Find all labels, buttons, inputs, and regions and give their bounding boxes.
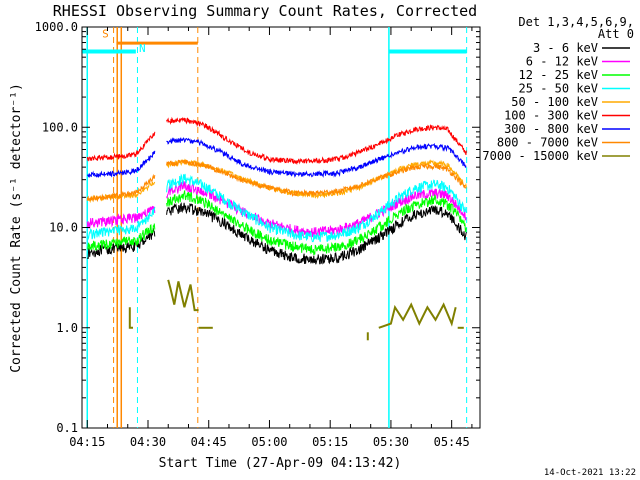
x-tick-label: 05:15 <box>312 435 348 449</box>
series-line-12-25-kev <box>166 190 467 256</box>
series-line-100-300-kev <box>166 116 467 166</box>
legend-label: 800 - 7000 keV <box>497 136 598 150</box>
y-tick-label: 0.1 <box>56 421 78 435</box>
x-tick-label: 04:30 <box>130 435 166 449</box>
series-line-3-6-kev <box>166 202 467 265</box>
legend-label: 100 - 300 keV <box>504 109 598 123</box>
series-segment-7000-15000-kev <box>378 302 457 329</box>
annotation-layer: SN <box>82 27 467 55</box>
series-line-3-6-kev <box>86 228 156 260</box>
series-line-25-50-kev <box>166 173 467 243</box>
legend-title-line-1: Det 1,3,4,5,6,9, <box>518 15 634 29</box>
series-layer <box>86 116 467 341</box>
series-line-800-7000-kev <box>166 159 467 198</box>
series-line-6-12-kev <box>166 181 467 238</box>
series-line-300-800-kev <box>86 150 156 179</box>
legend-title-line-2: Att 0 <box>598 27 634 41</box>
series-segment-7000-15000-kev <box>128 307 133 329</box>
x-tick-label: 05:45 <box>434 435 470 449</box>
y-tick-label: 1000.0 <box>35 20 78 34</box>
series-segment-7000-15000-kev <box>167 279 199 312</box>
y-tick-label: 1.0 <box>56 321 78 335</box>
x-tick-label: 05:00 <box>251 435 287 449</box>
series-line-25-50-kev <box>86 206 156 241</box>
series-line-12-25-kev <box>87 223 156 251</box>
x-axis-label: Start Time (27-Apr-09 04:13:42) <box>159 456 402 471</box>
y-axis: 0.1 1.0 10.0 100.0 1000.0 <box>35 20 480 435</box>
legend-label: 300 - 800 keV <box>504 122 598 136</box>
chart-title: RHESSI Observing Summary Count Rates, Co… <box>53 2 477 20</box>
annotation-letter: S <box>102 27 109 40</box>
y-tick-label: 100.0 <box>42 120 78 134</box>
legend-label: 25 - 50 keV <box>519 82 598 96</box>
x-tick-label: 04:15 <box>69 435 105 449</box>
y-tick-label: 10.0 <box>49 221 78 235</box>
legend-label: 12 - 25 keV <box>519 68 598 82</box>
legend-label: 50 - 100 keV <box>511 95 598 109</box>
plot-area: SN <box>81 26 481 429</box>
x-tick-label: 05:30 <box>373 435 409 449</box>
y-axis-label: Corrected Count Rate (s⁻¹ detector⁻¹) <box>9 83 24 373</box>
series-line-6-12-kev <box>86 205 156 229</box>
footer-date: 14-Oct-2021 13:22 <box>544 468 636 478</box>
series-line-800-7000-kev <box>86 173 156 203</box>
series-line-100-300-kev <box>86 131 156 162</box>
annotation-letter: N <box>139 42 146 55</box>
series-line-300-800-kev <box>166 137 467 178</box>
x-axis: 04:15 04:30 04:45 05:00 05:15 05:30 05:45 <box>69 27 473 449</box>
legend-label: 6 - 12 keV <box>526 55 598 69</box>
legend-label: 3 - 6 keV <box>533 41 598 55</box>
x-tick-label: 04:45 <box>191 435 227 449</box>
legend-label: 7000 - 15000 keV <box>482 149 598 163</box>
